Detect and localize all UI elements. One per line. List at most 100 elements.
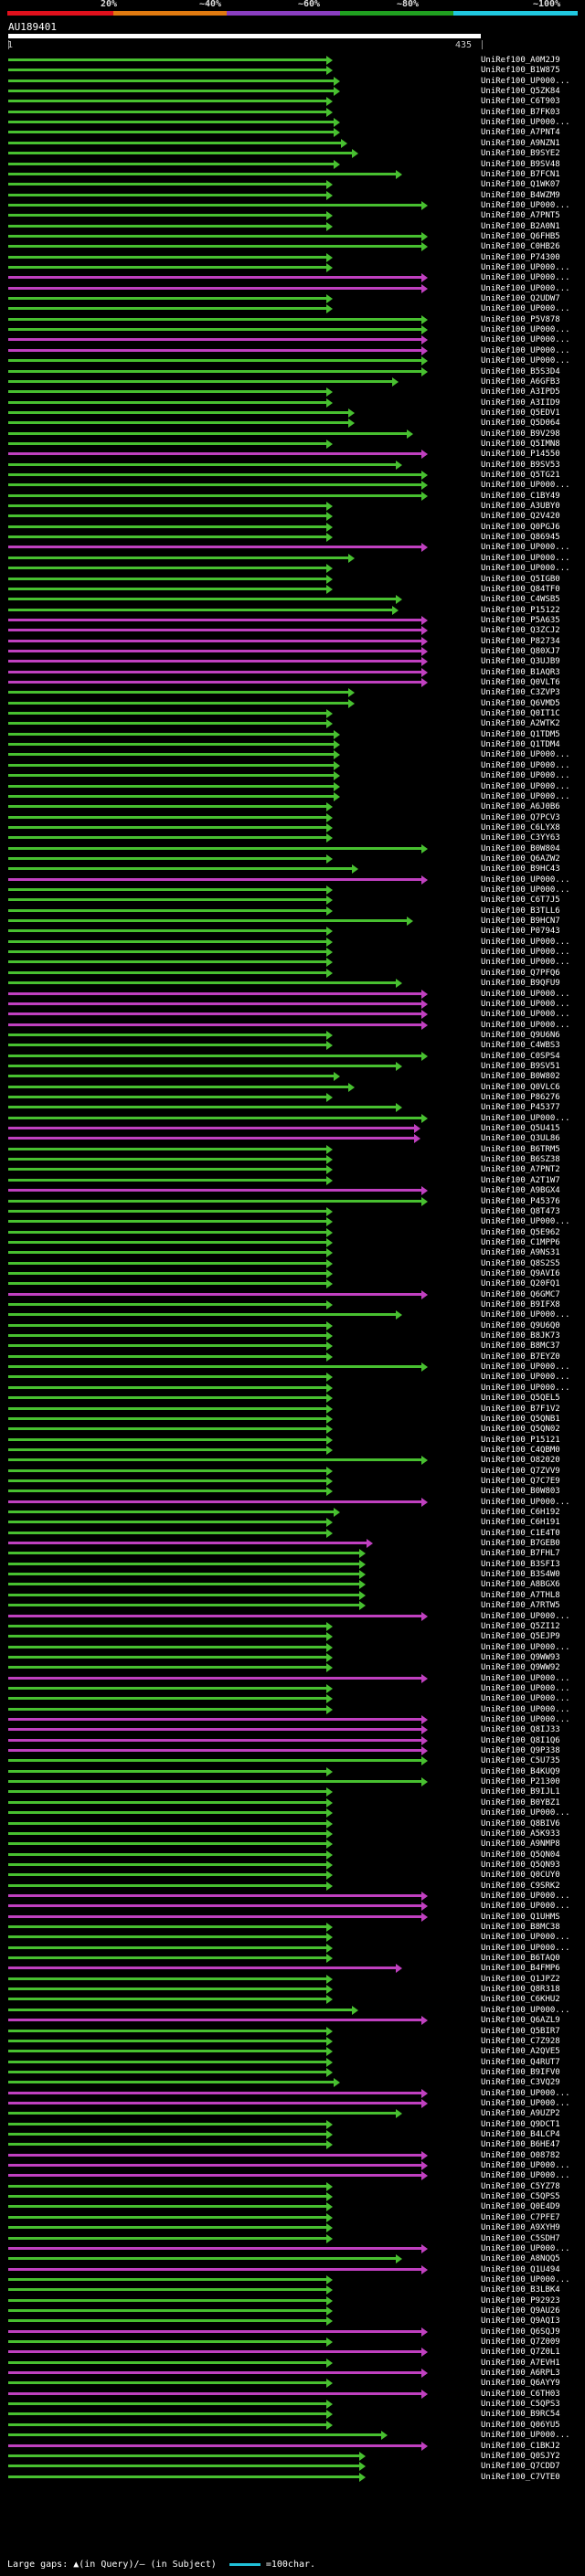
hit-name[interactable]: UniRef100_B1AQR3 [481, 667, 560, 677]
hit-name[interactable]: UniRef100_UP000... [481, 1310, 570, 1320]
hit-row[interactable]: UniRef100_UP000... [0, 1309, 585, 1320]
hit-name[interactable]: UniRef100_B3LBK4 [481, 2285, 560, 2295]
hit-row[interactable]: UniRef100_C4QBM0 [0, 1445, 585, 1456]
hit-row[interactable]: UniRef100_A9UZP2 [0, 2108, 585, 2119]
hit-name[interactable]: UniRef100_Q5EJP9 [481, 1632, 560, 1642]
hit-row[interactable]: UniRef100_C9SRK2 [0, 1881, 585, 1892]
hit-row[interactable]: UniRef100_C1E4T0 [0, 1528, 585, 1539]
hit-name[interactable]: UniRef100_B6SZ38 [481, 1155, 560, 1165]
hit-name[interactable]: UniRef100_B6TRM5 [481, 1144, 560, 1154]
hit-row[interactable]: UniRef100_Q5E962 [0, 1227, 585, 1238]
hit-name[interactable]: UniRef100_C1BKJ2 [481, 2441, 560, 2451]
hit-row[interactable]: UniRef100_Q7ZVV9 [0, 1466, 585, 1477]
hit-row[interactable]: UniRef100_Q8I1Q6 [0, 1735, 585, 1746]
hit-row[interactable]: UniRef100_C6T903 [0, 96, 585, 107]
hit-name[interactable]: UniRef100_C3YY63 [481, 833, 560, 843]
hit-name[interactable]: UniRef100_B4LCP4 [481, 2130, 560, 2139]
hit-name[interactable]: UniRef100_B9SYE2 [481, 149, 560, 159]
hit-row[interactable]: UniRef100_B8MC37 [0, 1341, 585, 1352]
hit-name[interactable]: UniRef100_UP000... [481, 1673, 570, 1683]
hit-name[interactable]: UniRef100_UP000... [481, 1808, 570, 1818]
hit-name[interactable]: UniRef100_B2A0N1 [481, 221, 560, 231]
hit-row[interactable]: UniRef100_A7PNT2 [0, 1164, 585, 1175]
hit-row[interactable]: UniRef100_B3S4W0 [0, 1569, 585, 1580]
hit-row[interactable]: UniRef100_C3VQ29 [0, 2077, 585, 2088]
hit-name[interactable]: UniRef100_B0W802 [481, 1072, 560, 1082]
hit-row[interactable]: UniRef100_UP000... [0, 2098, 585, 2109]
hit-row[interactable]: UniRef100_Q7PFQ6 [0, 968, 585, 979]
hit-name[interactable]: UniRef100_C1BY49 [481, 491, 560, 501]
hit-name[interactable]: UniRef100_C6TH03 [481, 2389, 560, 2399]
hit-row[interactable]: UniRef100_B6TAQ0 [0, 1953, 585, 1964]
hit-row[interactable]: UniRef100_Q3ZCJ2 [0, 625, 585, 636]
hit-name[interactable]: UniRef100_B7FK03 [481, 107, 560, 117]
hit-name[interactable]: UniRef100_B3S4W0 [481, 1570, 560, 1580]
hit-name[interactable]: UniRef100_Q9DCT1 [481, 2119, 560, 2129]
hit-row[interactable]: UniRef100_Q9U6N6 [0, 1030, 585, 1041]
hit-row[interactable]: UniRef100_B9HCN7 [0, 916, 585, 927]
hit-name[interactable]: UniRef100_A8NQQ5 [481, 2254, 560, 2264]
hit-row[interactable]: UniRef100_B3LBK4 [0, 2284, 585, 2295]
hit-row[interactable]: UniRef100_Q5QN93 [0, 1860, 585, 1871]
hit-row[interactable]: UniRef100_O82020 [0, 1455, 585, 1466]
hit-name[interactable]: UniRef100_B4WZM9 [481, 190, 560, 200]
hit-row[interactable]: UniRef100_A7THL8 [0, 1590, 585, 1601]
hit-name[interactable]: UniRef100_UP000... [481, 999, 570, 1009]
hit-row[interactable]: UniRef100_A5K933 [0, 1829, 585, 1839]
hit-name[interactable]: UniRef100_UP000... [481, 1113, 570, 1123]
hit-row[interactable]: UniRef100_B8MC38 [0, 1922, 585, 1933]
hit-row[interactable]: UniRef100_UP000... [0, 2243, 585, 2254]
hit-row[interactable]: UniRef100_Q9AVI6 [0, 1268, 585, 1279]
hit-row[interactable]: UniRef100_B4KUQ9 [0, 1766, 585, 1777]
hit-name[interactable]: UniRef100_B5S3D4 [481, 366, 560, 376]
hit-name[interactable]: UniRef100_B9HCN7 [481, 917, 560, 927]
hit-name[interactable]: UniRef100_P82734 [481, 636, 560, 646]
hit-name[interactable]: UniRef100_B7FHL7 [481, 1549, 560, 1559]
hit-row[interactable]: UniRef100_UP000... [0, 542, 585, 553]
hit-name[interactable]: UniRef100_A9NMP8 [481, 1839, 560, 1850]
hit-name[interactable]: UniRef100_UP000... [481, 2431, 570, 2441]
hit-row[interactable]: UniRef100_Q4RUT7 [0, 2057, 585, 2068]
hit-name[interactable]: UniRef100_Q5TG21 [481, 471, 560, 480]
hit-name[interactable]: UniRef100_Q0SJY2 [481, 2451, 560, 2461]
hit-row[interactable]: UniRef100_C6H192 [0, 1507, 585, 1518]
hit-name[interactable]: UniRef100_Q7PCV3 [481, 812, 560, 822]
hit-name[interactable]: UniRef100_Q9U6N6 [481, 1030, 560, 1040]
hit-name[interactable]: UniRef100_Q0VLT6 [481, 678, 560, 687]
hit-name[interactable]: UniRef100_UP000... [481, 481, 570, 491]
hit-name[interactable]: UniRef100_B7EYZ0 [481, 1352, 560, 1362]
hit-row[interactable]: UniRef100_C6H191 [0, 1517, 585, 1528]
hit-name[interactable]: UniRef100_Q84TF0 [481, 584, 560, 594]
hit-name[interactable]: UniRef100_Q2UDW7 [481, 294, 560, 304]
hit-name[interactable]: UniRef100_Q8T473 [481, 1206, 560, 1216]
hit-name[interactable]: UniRef100_B9RC54 [481, 2410, 560, 2420]
hit-name[interactable]: UniRef100_Q9AVI6 [481, 1268, 560, 1278]
hit-name[interactable]: UniRef100_Q5ZI12 [481, 1621, 560, 1631]
hit-row[interactable]: UniRef100_C3YY63 [0, 832, 585, 843]
hit-row[interactable]: UniRef100_B3TLL6 [0, 906, 585, 917]
hit-row[interactable]: UniRef100_UP000... [0, 957, 585, 968]
hit-name[interactable]: UniRef100_A3IPD5 [481, 387, 560, 398]
hit-name[interactable]: UniRef100_UP000... [481, 760, 570, 770]
hit-row[interactable]: UniRef100_B9V298 [0, 429, 585, 440]
hit-name[interactable]: UniRef100_UP000... [481, 1010, 570, 1020]
hit-row[interactable]: UniRef100_Q1WK07 [0, 179, 585, 190]
hit-row[interactable]: UniRef100_A7RTW5 [0, 1600, 585, 1611]
hit-row[interactable]: UniRef100_Q84TF0 [0, 584, 585, 595]
hit-name[interactable]: UniRef100_Q5U415 [481, 1124, 560, 1134]
hit-name[interactable]: UniRef100_Q9AU26 [481, 2306, 560, 2316]
hit-name[interactable]: UniRef100_C6LYX8 [481, 822, 560, 832]
hit-name[interactable]: UniRef100_Q9P338 [481, 1746, 560, 1756]
hit-name[interactable]: UniRef100_Q2V420 [481, 512, 560, 522]
hit-name[interactable]: UniRef100_UP000... [481, 1943, 570, 1953]
hit-name[interactable]: UniRef100_C5QPS5 [481, 2192, 560, 2202]
hit-row[interactable]: UniRef100_C0HB26 [0, 241, 585, 252]
hit-name[interactable]: UniRef100_C6H191 [481, 1518, 560, 1528]
hit-row[interactable]: UniRef100_C5QPS5 [0, 2191, 585, 2202]
hit-row[interactable]: UniRef100_Q9DCT1 [0, 2119, 585, 2130]
hit-row[interactable]: UniRef100_Q8R318 [0, 1984, 585, 1995]
hit-name[interactable]: UniRef100_Q6VMD5 [481, 698, 560, 708]
hit-row[interactable]: UniRef100_Q80XJ7 [0, 646, 585, 657]
hit-row[interactable]: UniRef100_A9NS31 [0, 1247, 585, 1258]
hit-name[interactable]: UniRef100_Q8S2S5 [481, 1258, 560, 1268]
